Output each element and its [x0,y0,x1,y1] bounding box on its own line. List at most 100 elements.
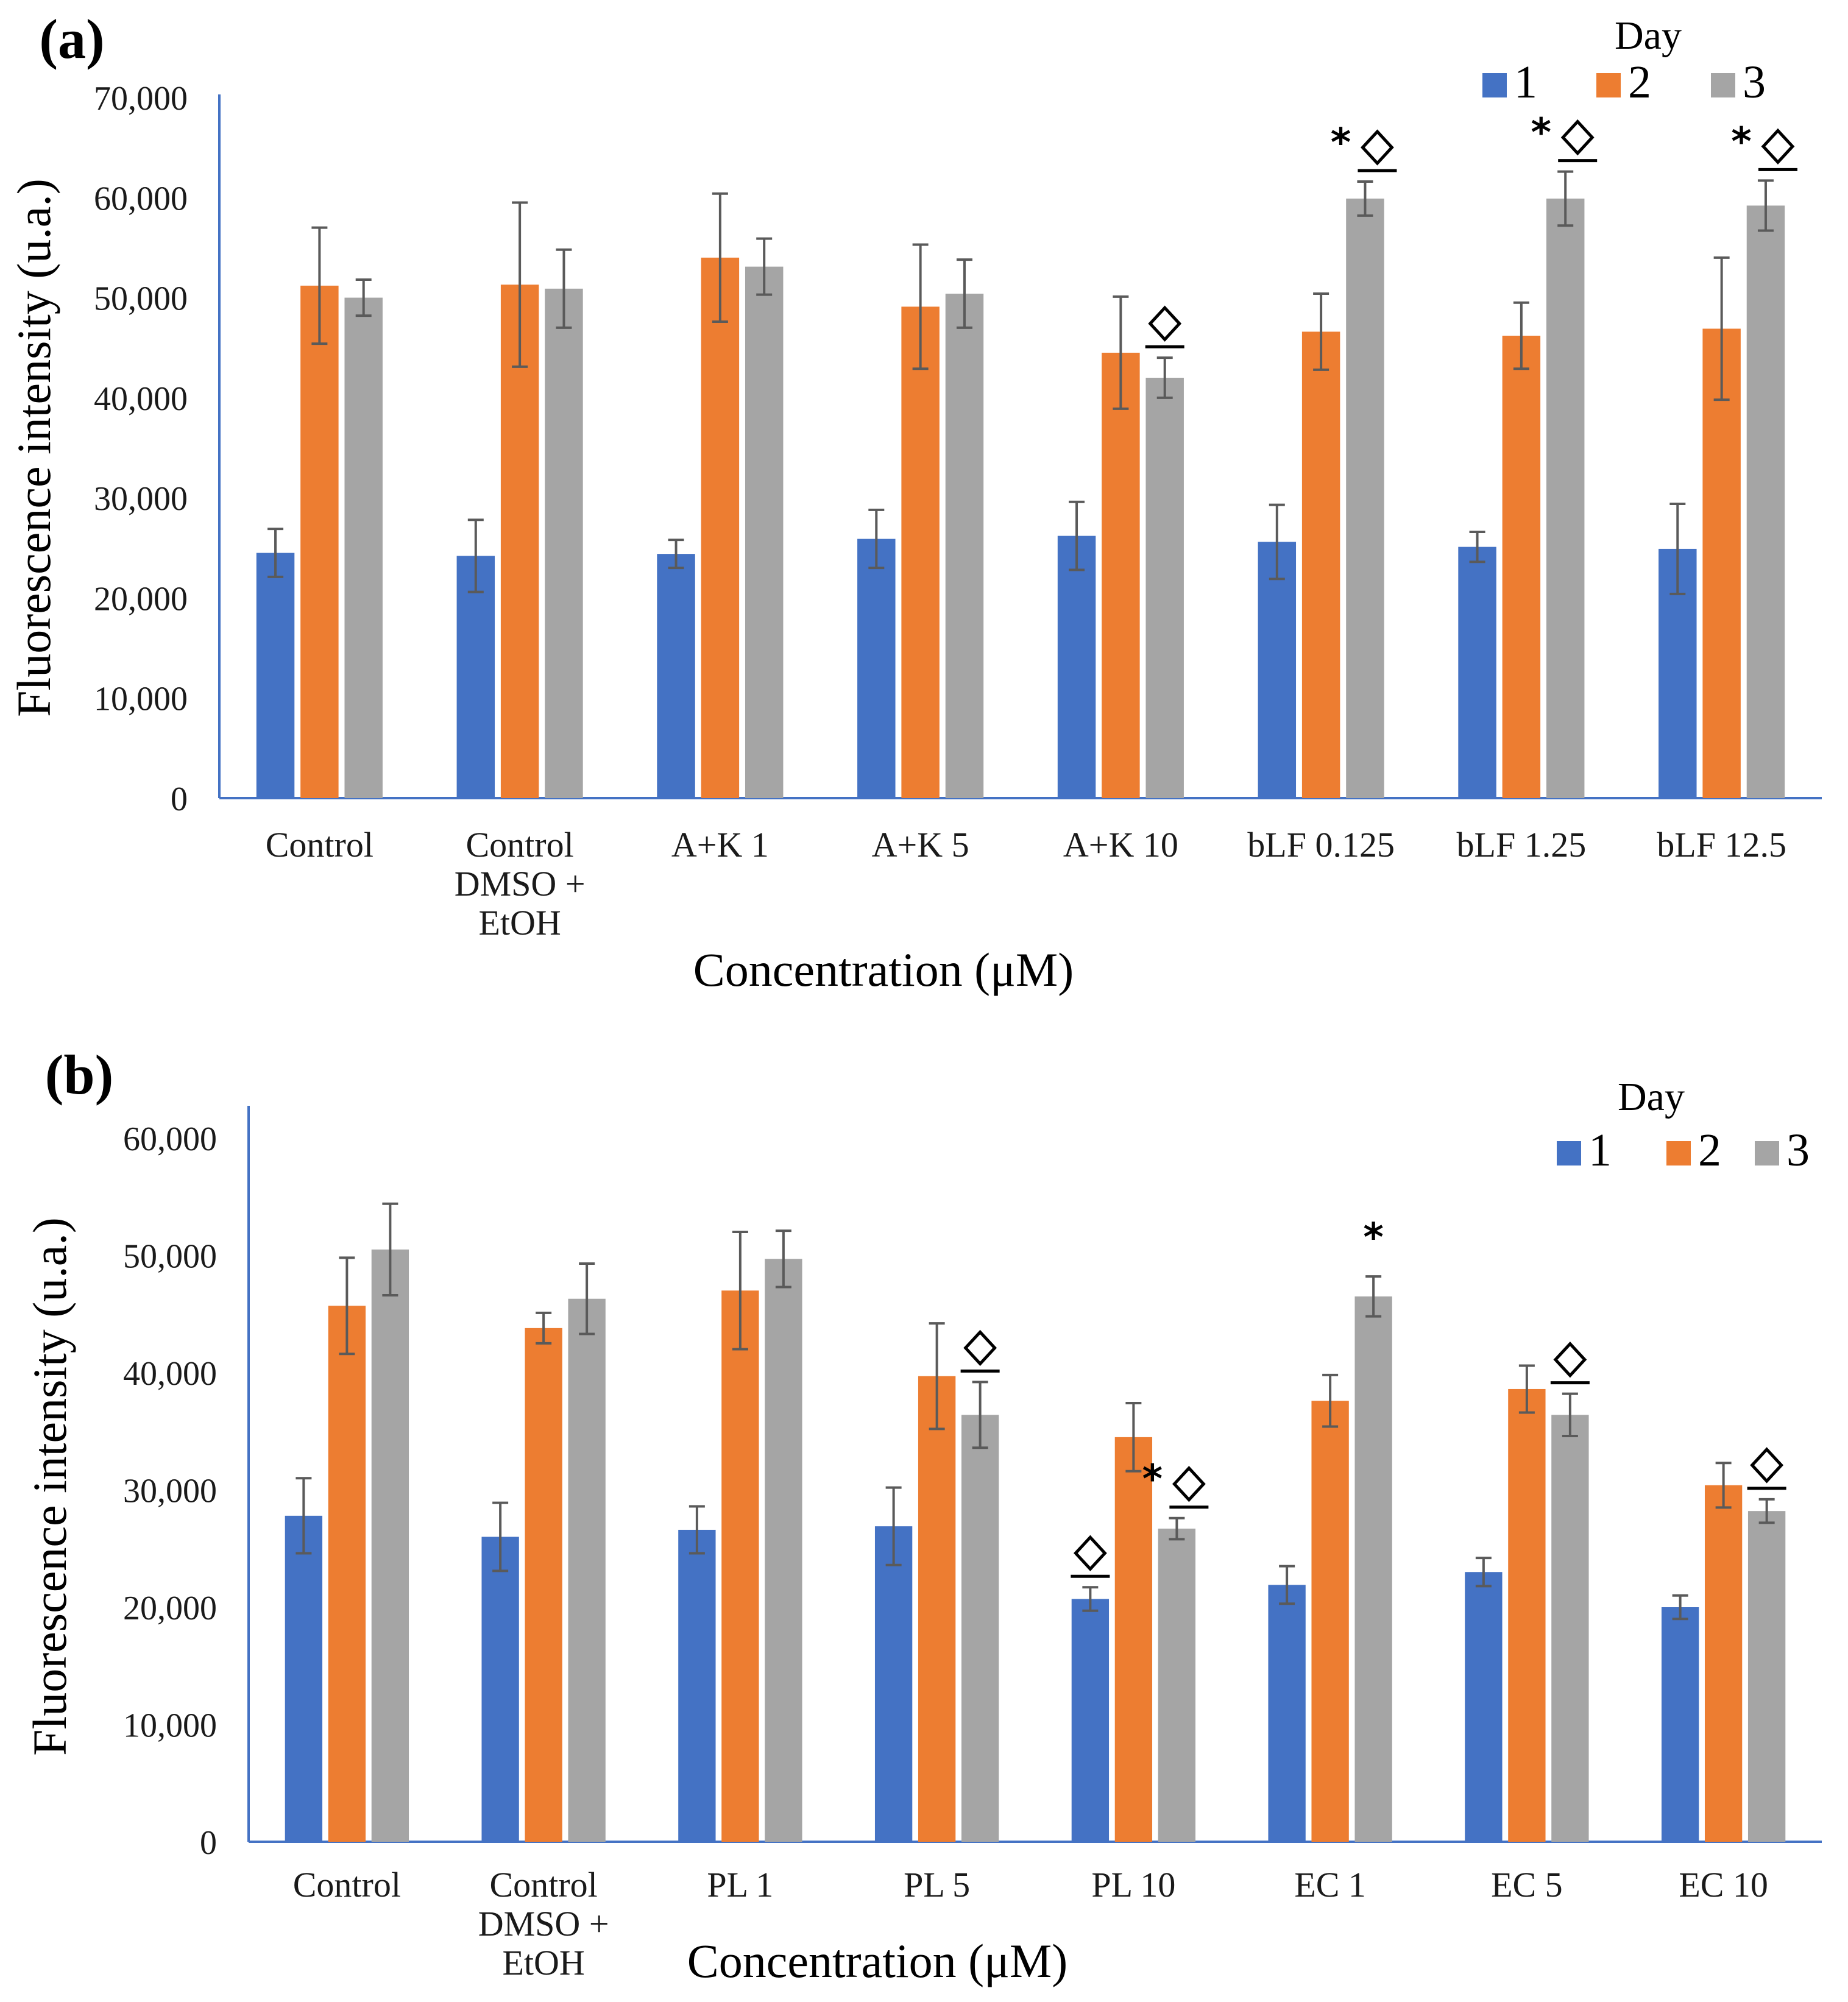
bar-day1 [657,554,695,798]
y-tick-label: 40,000 [94,380,188,418]
x-category-label: bLF 1.25 [1457,825,1587,865]
x-category-label: Control [490,1865,598,1905]
bar-day3 [1747,1511,1786,1842]
legend-swatch-day2 [1666,1141,1691,1165]
bar-day3 [961,1415,999,1842]
bar-day1 [1071,1599,1110,1842]
y-tick-label: 20,000 [94,580,188,618]
y-tick-label: 40,000 [123,1355,217,1393]
bar-day2 [500,285,539,798]
diamond-significance-marker [1761,128,1795,165]
legend-swatch-day3 [1755,1141,1779,1165]
x-category-label: EC 5 [1491,1865,1563,1905]
legend-swatch-day1 [1557,1141,1581,1165]
x-category-label: Control [466,825,574,865]
x-category-label: EC 10 [1679,1865,1768,1905]
x-category-label: A+K 10 [1063,825,1178,865]
bar-day1 [256,553,295,798]
x-category-label: A+K 1 [671,825,769,865]
bar-day2 [1301,331,1340,798]
legend-label-day3: 3 [1786,1125,1810,1176]
bar-day3 [765,1259,802,1842]
panel-label: (b) [45,1044,113,1106]
bar-day1 [1057,536,1096,798]
y-tick-label: 10,000 [123,1707,217,1745]
bar-day2 [1508,1388,1546,1842]
x-category-label: PL 10 [1091,1865,1175,1905]
y-tick-label: 60,000 [123,1120,217,1158]
bar-day1 [1268,1585,1306,1842]
bar-day3 [1145,378,1184,798]
diamond-significance-marker [1361,129,1394,166]
x-category-label: A+K 5 [872,825,969,865]
asterisk-significance-marker: * [1363,1215,1383,1261]
x-category-label: EC 1 [1294,1865,1366,1905]
legend-swatch-day3 [1711,73,1735,97]
bar-day3 [545,288,583,798]
chart-panel-b: (b) 0 10,000 20,000 30,000 40,000 50,000 60,000… [23,1044,1822,1987]
x-category-label: PL 5 [904,1865,970,1905]
bar-day3 [945,294,984,798]
x-axis-title: Concentration (μM) [693,943,1074,996]
diamond-significance-marker [1172,1466,1206,1502]
bar-day3 [1354,1296,1392,1842]
bar-day1 [874,1526,913,1842]
bar-day2 [300,285,339,798]
legend-label-day2: 2 [1698,1125,1721,1176]
bar-day1 [1661,1607,1699,1842]
bar-day3 [1551,1415,1589,1842]
legend-label-day1: 1 [1514,57,1537,108]
bar-day2 [701,257,740,798]
y-tick-label: 10,000 [94,681,188,718]
bar-day2 [1102,352,1140,798]
diamond-significance-marker [1148,305,1182,342]
x-axis-title: Concentration (μM) [687,1934,1068,1987]
diamond-significance-marker [1560,119,1595,156]
diamond-significance-marker [1553,1341,1587,1378]
bar-day1 [481,1537,519,1842]
bar-day2 [328,1306,366,1842]
bar-day3 [1746,205,1785,798]
bar-day3 [568,1298,606,1842]
bar-day2 [901,306,940,798]
legend-swatch-day2 [1596,73,1621,97]
bar-day1 [857,539,896,798]
bar-day1 [678,1529,716,1842]
bar-day1 [1258,542,1297,798]
y-tick-label: 0 [200,1824,217,1862]
y-tick-label: 30,000 [94,480,188,518]
chart-panel-a: (a) 0 10,000 20,000 30,000 40,000 50,000 60,000… [7,8,1822,996]
bar-day2 [1114,1437,1153,1842]
bar-day2 [525,1328,562,1842]
bar-day1 [1458,546,1496,798]
y-tick-label: 20,000 [123,1590,217,1627]
bar-day2 [1704,1485,1743,1842]
bar-day3 [1158,1529,1196,1842]
legend-title: Day [1615,13,1682,58]
bar-day3 [371,1249,409,1842]
legend-label-day2: 2 [1628,57,1651,108]
bar-day1 [1465,1572,1503,1842]
legend-label-day1: 1 [1588,1125,1612,1176]
bar-day3 [344,297,383,799]
bar-day3 [745,266,784,799]
bar-day2 [1311,1401,1349,1842]
y-axis-title: Fluorescence intensity (u.a.) [7,179,60,717]
y-tick-label: 50,000 [94,280,188,318]
x-category-label: Control [266,825,373,865]
y-tick-label: 0 [171,780,188,818]
diamond-significance-marker [963,1329,997,1367]
x-category-label: bLF 0.125 [1247,825,1395,865]
asterisk-significance-marker: * [1331,121,1351,166]
y-tick-label: 60,000 [94,180,188,218]
bar-day1 [285,1515,323,1842]
bar-day2 [1702,328,1741,798]
panel-label: (a) [39,8,104,70]
y-tick-label: 50,000 [123,1238,217,1276]
y-tick-label: 30,000 [123,1473,217,1510]
diamond-significance-marker [1073,1535,1107,1571]
legend-title: Day [1618,1075,1685,1119]
bar-day2 [721,1290,759,1842]
y-tick-label: 70,000 [94,80,188,118]
